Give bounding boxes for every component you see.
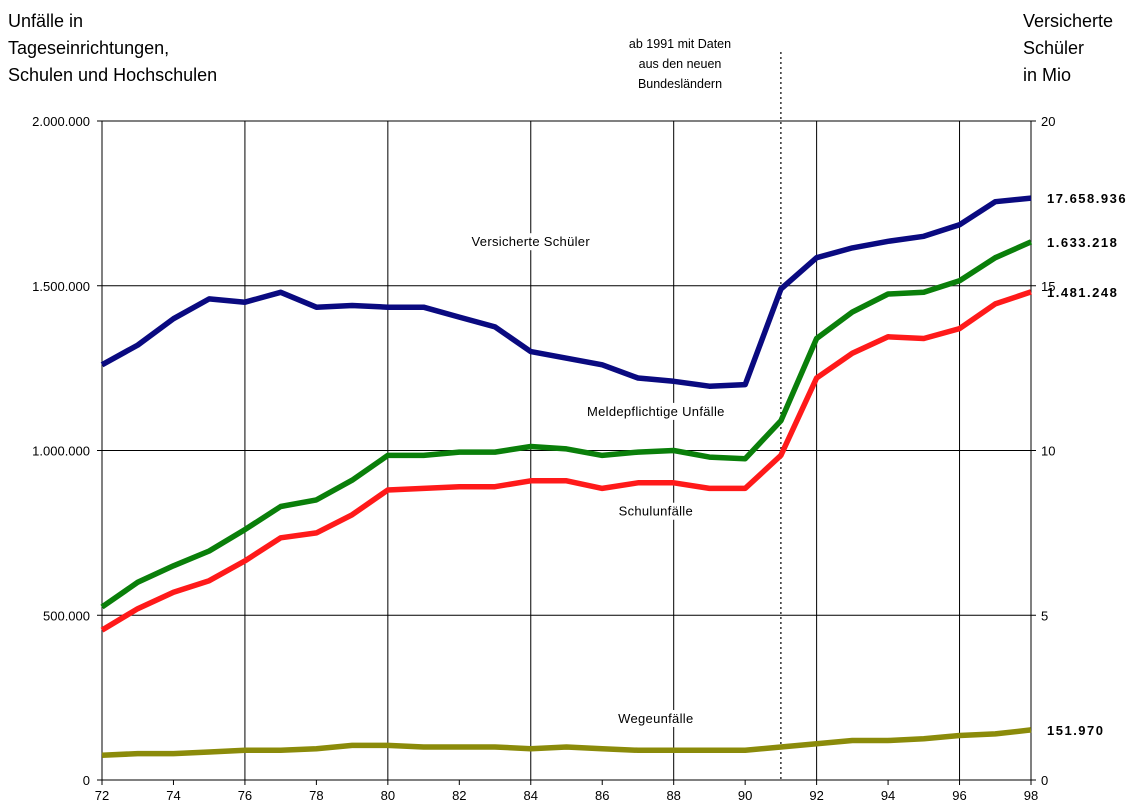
left-y-tick-label: 2.000.000: [32, 114, 90, 129]
right-y-tick-label: 15: [1041, 279, 1055, 294]
annotation-line: Bundesländern: [637, 77, 723, 91]
x-tick-label: 88: [666, 788, 680, 803]
right-y-tick-label: 20: [1041, 114, 1055, 129]
series-line: [100, 239, 1033, 610]
x-tick-label: 86: [595, 788, 609, 803]
x-tick-label: 82: [452, 788, 466, 803]
series-end-label: 1.481.248: [1047, 285, 1118, 300]
x-tick-label: 74: [166, 788, 180, 803]
x-tick-label: 90: [738, 788, 752, 803]
x-tick-label: 98: [1024, 788, 1038, 803]
x-tick-label: 78: [309, 788, 323, 803]
right-y-tick-label: 5: [1041, 608, 1048, 623]
left-axis-title-line: Unfälle in: [8, 11, 84, 31]
right-y-tick-label: 0: [1041, 773, 1048, 788]
x-tick-label: 84: [524, 788, 538, 803]
series-label-background: [615, 709, 697, 727]
right-axis-title: Versicherte Schüler in Mio: [1023, 8, 1113, 89]
left-axis-title-line: Schulen und Hochschulen: [8, 65, 218, 85]
series-end-label: 1.633.218: [1047, 235, 1118, 250]
left-y-tick-label: 500.000: [43, 608, 90, 623]
left-y-tick-label: 1.500.000: [32, 279, 90, 294]
right-axis-title-line: Schüler: [1023, 38, 1085, 58]
right-y-tick-label: 10: [1041, 444, 1055, 459]
series-line: [101, 727, 1032, 759]
x-tick-label: 76: [238, 788, 252, 803]
left-axis-title: Unfälle in Tageseinrichtungen, Schulen u…: [8, 8, 217, 89]
x-tick-label: 92: [809, 788, 823, 803]
series-label-background: [468, 233, 594, 251]
series-end-label: 17.658.936: [1047, 191, 1127, 206]
right-axis-title-line: Versicherte: [1023, 11, 1114, 31]
data-change-annotation: ab 1991 mit Daten aus den neuen Bundeslä…: [600, 34, 760, 94]
x-tick-label: 96: [952, 788, 966, 803]
left-y-tick-label: 0: [83, 773, 90, 788]
annotation-line: ab 1991 mit Daten: [628, 37, 732, 51]
x-tick-label: 72: [95, 788, 109, 803]
series-label-background: [615, 502, 697, 520]
series-line: [100, 195, 1032, 389]
right-axis-title-line: in Mio: [1023, 65, 1072, 85]
left-y-tick-label: 1.000.000: [32, 444, 90, 459]
x-tick-label: 80: [381, 788, 395, 803]
series-line: [100, 289, 1032, 633]
x-tick-label: 94: [881, 788, 895, 803]
annotation-line: aus den neuen: [638, 57, 722, 71]
left-axis-title-line: Tageseinrichtungen,: [8, 38, 170, 58]
series-label: Meldepflichtige Unfälle: [587, 404, 725, 419]
series-label-background: [583, 402, 728, 420]
series-label: Versicherte Schüler: [472, 234, 591, 249]
series-label: Schulunfälle: [619, 504, 693, 519]
series-end-label: 151.970: [1047, 723, 1105, 738]
series-label: Wegeunfälle: [618, 711, 693, 726]
